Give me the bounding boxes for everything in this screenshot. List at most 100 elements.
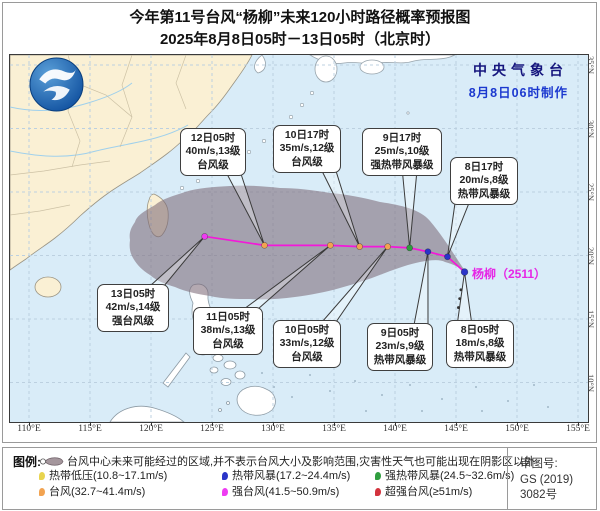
legend-item: 超强台风(≥51m/s) [375, 483, 472, 499]
track-point [384, 243, 391, 250]
legend-category-dot [375, 488, 381, 496]
lat-tick-label: 30°N [586, 119, 596, 138]
probability-region [129, 185, 466, 300]
past-track-dot [459, 288, 463, 292]
callout-wind: 33m/s,12级 [279, 337, 335, 350]
track-point [460, 268, 469, 276]
review-number-label: 审图号: [520, 458, 558, 470]
legend-category-label: 强热带风暴(24.5~32.6m/s) [385, 470, 515, 482]
lon-tick-mark [29, 422, 30, 426]
callout-time: 8日05时 [460, 324, 500, 336]
callout-wind: 23m/s,9级 [375, 340, 425, 353]
legend-category-dot [222, 488, 228, 496]
track-layer [148, 170, 473, 326]
map-review-box: 审图号: GS (2019) 3082号 [507, 448, 596, 509]
callout-level: 台风级 [291, 350, 323, 363]
callout-time: 13日05时 [110, 288, 156, 300]
legend-item: 强热带风暴(24.5~32.6m/s) [375, 467, 514, 483]
legend-category-label: 热带风暴(17.2~24.4m/s) [232, 470, 351, 482]
callout-level: 热带风暴级 [373, 353, 427, 366]
legend-item: 台风(32.7~41.4m/s) [39, 483, 145, 499]
legend-category-label: 台风(32.7~41.4m/s) [49, 486, 146, 498]
track-point [444, 253, 451, 261]
lon-tick-mark [273, 422, 274, 426]
lon-tick-label: 120°E [139, 424, 163, 434]
lat-tick-label: 20°N [586, 246, 596, 265]
callout-level: 热带风暴级 [453, 350, 507, 363]
page-subtitle: 2025年8月8日05时－13日05时（北京时） [159, 31, 441, 48]
callout-level: 强热带风暴级 [370, 158, 434, 171]
lon-tick-label: 115°E [78, 424, 102, 434]
lon-tick-mark [212, 422, 213, 426]
lon-tick-mark [334, 422, 335, 426]
legend-items: 热带低压(10.8~17.1m/s) 热带风暴(17.2~24.4m/s) 强热带风… [3, 448, 514, 509]
cma-logo [29, 57, 84, 112]
past-track-dot [458, 297, 462, 301]
legend-category-label: 热带低压(10.8~17.1m/s) [49, 470, 168, 482]
legend-item: 强台风(41.5~50.9m/s) [222, 483, 339, 499]
agency-block: 中央气象台 8月8日06时制作 [469, 60, 568, 101]
callout-wind: 38m/s,13级 [200, 324, 256, 337]
forecast-callout: 9日17时 25m/s,10级 强热带风暴级 [362, 128, 442, 177]
cma-logo-icon [29, 57, 84, 112]
lon-tick-label: 150°E [505, 424, 529, 434]
borneo-coast [109, 405, 185, 422]
callout-level: 台风级 [212, 337, 244, 350]
callout-wind: 18m/s,8级 [455, 337, 505, 350]
callout-time: 9日17时 [382, 132, 422, 144]
legend-note: 台风中心未来可能经过的区域,并不表示台风大小及影响范围,灾害性天气也可能出现在阴… [67, 456, 536, 468]
track-point [327, 242, 334, 249]
legend-item: 热带低压(10.8~17.1m/s) [39, 467, 167, 483]
forecast-callout: 8日05时 18m/s,8级 热带风暴级 [446, 320, 514, 369]
callout-wind: 35m/s,12级 [279, 142, 335, 155]
china-mainland [10, 55, 253, 271]
lat-tick-label: 10°N [586, 373, 596, 392]
track-point [406, 244, 413, 252]
track-point [201, 233, 208, 240]
callout-level: 强台风级 [112, 314, 154, 327]
forecast-callout: 10日05时 33m/s,12级 台风级 [273, 320, 341, 369]
callout-time: 8日17时 [464, 161, 504, 173]
callout-time: 10日05时 [284, 324, 330, 336]
callout-level: 热带风暴级 [457, 187, 511, 200]
agency-issued-time: 8月8日06时制作 [468, 86, 568, 100]
micronesia-islets [261, 372, 549, 412]
lon-tick-label: 135°E [322, 424, 346, 434]
river-north [10, 82, 133, 111]
agency-name: 中央气象台 [473, 62, 568, 78]
callout-time: 10日17时 [284, 129, 330, 141]
callout-leader [456, 271, 473, 323]
lon-tick-label: 155°E [566, 424, 590, 434]
legend-item: 热带风暴(17.2~24.4m/s) [222, 467, 350, 483]
legend-category-dot [39, 472, 45, 480]
lat-tick-label: 35°N [586, 55, 596, 75]
hainan-island [34, 276, 62, 298]
forecast-map: 杨柳（2511） 12日05时 40m/s,13级 台风级 10日17时 35m/s,1… [9, 54, 589, 423]
callout-wind: 25m/s,10级 [374, 145, 430, 158]
callout-time: 12日05时 [190, 132, 236, 144]
forecast-callout: 11日05时 38m/s,13级 台风级 [193, 307, 263, 356]
lon-tick-label: 110°E [17, 424, 41, 434]
lon-tick-mark [517, 422, 518, 426]
callout-time: 11日05时 [206, 311, 250, 323]
review-number-value: GS (2019) 3082号 [520, 474, 574, 501]
callout-wind: 40m/s,13级 [185, 145, 241, 158]
lat-tick-label: 25°N [586, 182, 596, 202]
lon-tick-label: 130°E [261, 424, 285, 434]
callout-leader [446, 202, 470, 257]
lon-tick-label: 145°E [444, 424, 468, 434]
legend-title: 图例: [13, 455, 41, 469]
track-point [261, 242, 268, 249]
callout-level: 台风级 [197, 158, 229, 171]
probability-region-icon [40, 457, 64, 466]
legend: 图例: 台风中心未来可能经过的区域,并不表示台风大小及影响范围,灾害性天气也可能… [2, 447, 597, 510]
lon-tick-mark [90, 422, 91, 426]
callout-wind: 20m/s,8级 [459, 174, 509, 187]
map-canvas [10, 55, 588, 422]
lon-tick-label: 125°E [200, 424, 224, 434]
track-point [424, 248, 432, 255]
lon-tick-mark [395, 422, 396, 426]
page-title: 今年第11号台风“杨柳”未来120小时路径概率预报图 [129, 9, 471, 26]
legend-category-label: 强台风(41.5~50.9m/s) [232, 486, 340, 498]
